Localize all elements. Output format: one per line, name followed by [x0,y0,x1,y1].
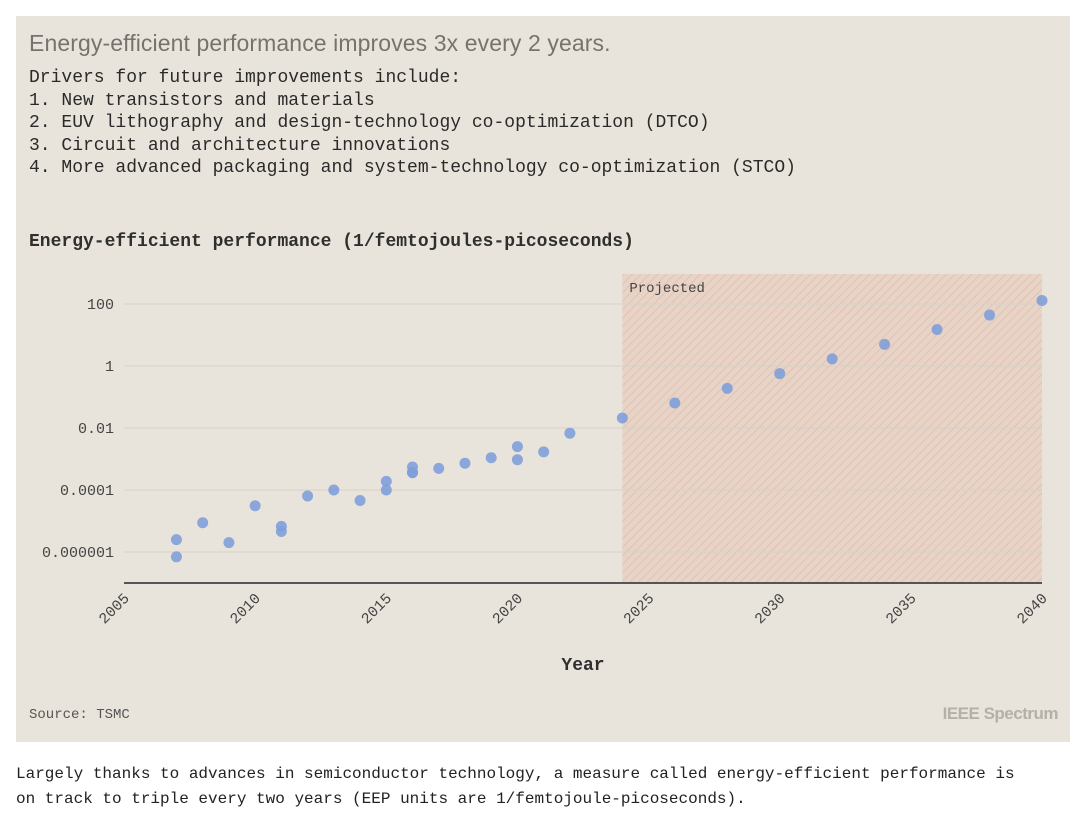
x-tick-label: 2025 [621,591,658,628]
data-point [433,462,445,474]
driver-item: 4. More advanced packaging and system-te… [29,158,796,179]
driver-item: 2. EUV lithography and design-technology… [29,113,710,134]
data-point [826,353,838,365]
x-tick-label: 2005 [96,591,133,628]
x-tick-label: 2040 [1014,591,1051,628]
drivers-intro: Drivers for future improvements include: [29,68,462,88]
x-tick-label: 2035 [883,591,920,628]
drivers-list: Drivers for future improvements include:… [29,67,796,180]
data-point [931,324,943,336]
data-point [407,467,419,479]
y-tick-label: 0.01 [78,421,114,438]
x-tick-label: 2020 [489,591,526,628]
data-point [669,397,681,409]
x-tick-label: 2030 [752,591,789,628]
data-point [380,475,392,487]
data-point [170,534,182,546]
data-point [511,441,523,453]
data-point [170,551,182,563]
driver-item: 1. New transistors and materials [29,90,375,111]
projected-label: Projected [629,281,705,297]
data-point [879,338,891,350]
data-point [302,490,314,502]
brand-logo: IEEE Spectrum [942,704,1059,723]
data-point [616,412,628,424]
data-point [984,309,996,321]
x-tick-label: 2015 [358,591,395,628]
data-point [511,454,523,466]
chart-card: Energy-efficient performance improves 3x… [16,16,1070,742]
chart-title: Energy-efficient performance (1/femtojou… [29,232,634,252]
data-point [459,457,471,469]
figure-caption: Largely thanks to advances in semiconduc… [16,765,1015,808]
data-point [249,500,261,512]
data-point [275,525,287,537]
y-tick-label: 0.000001 [42,545,114,562]
headline: Energy-efficient performance improves 3x… [29,30,611,56]
x-axis-title: Year [561,656,604,676]
data-point [721,382,733,394]
y-tick-label: 100 [87,297,114,314]
data-point [197,517,209,529]
x-tick-label: 2010 [227,591,264,628]
y-tick-label: 0.0001 [60,483,114,500]
scatter-plot: Projected 0.000001 0.0001 0.01 1 100 2005 201… [42,274,1052,676]
data-point [328,484,340,496]
y-tick-label: 1 [105,359,114,376]
data-point [380,484,392,496]
source-note: Source: TSMC [29,707,130,723]
data-point [1036,294,1048,306]
data-point [564,427,576,439]
data-point [354,494,366,506]
data-point [485,452,497,464]
driver-item: 3. Circuit and architecture innovations [29,135,451,156]
data-point [774,368,786,380]
data-point [223,537,235,549]
data-point [538,446,550,458]
